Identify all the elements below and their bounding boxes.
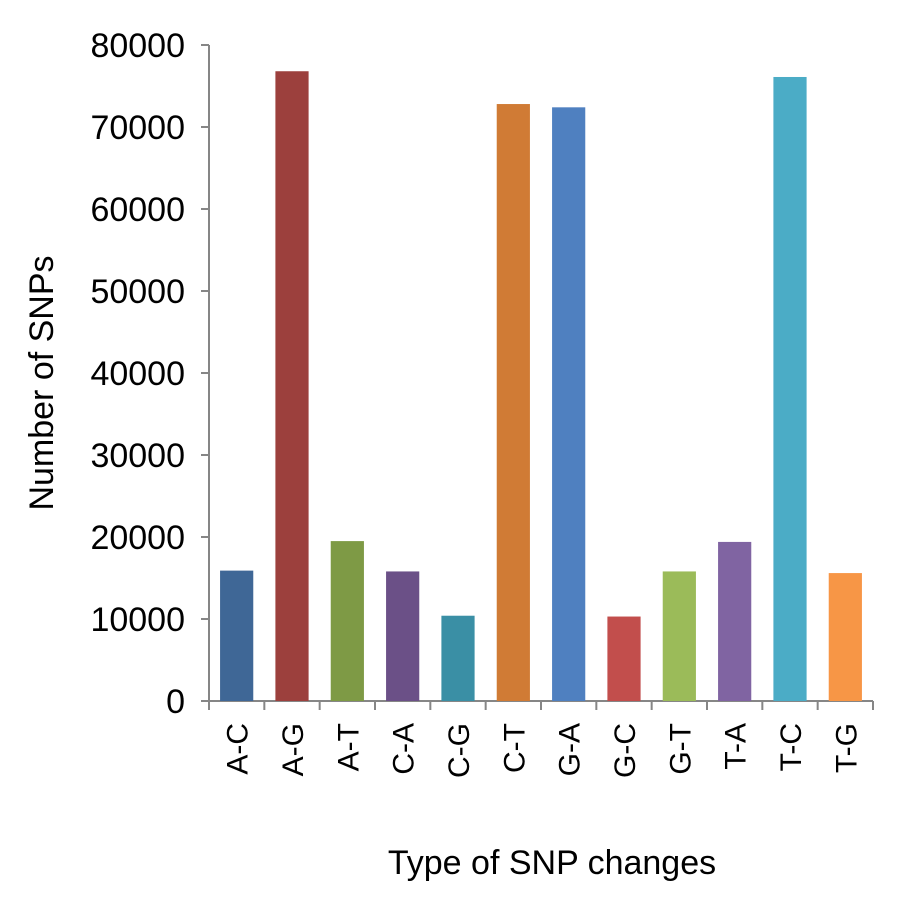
bars [220,71,862,702]
x-tick-label: T-G [830,723,863,773]
x-axis: A-C A-G A-T C-A C-G C-T G-A G-C G-T T-A T-C T-G [208,700,874,778]
y-axis-label: Number of SNPs [23,255,61,510]
y-tick-label: 30000 [90,437,185,475]
y-ticks: 0 10000 20000 30000 40000 50000 60000 70000 8000… [90,27,209,721]
y-tick-label: 10000 [90,601,185,639]
x-tick-label: G-C [609,723,642,778]
y-tick-label: 20000 [90,519,185,557]
x-tick-label: A-T [332,723,365,771]
bar-g-c [607,616,641,701]
bar-a-t [330,541,364,701]
y-axis: 0 10000 20000 30000 40000 50000 60000 70000 8000… [90,27,210,721]
y-tick-label: 60000 [90,191,185,229]
bar-t-g [828,573,862,701]
bar-g-t [662,571,696,701]
x-tick-label: C-A [388,723,421,775]
x-tick-label: A-C [222,723,255,775]
y-tick-label: 70000 [90,109,185,147]
x-tick-label: G-T [664,723,697,775]
y-tick-label: 80000 [90,27,185,65]
bar-a-c [220,570,254,701]
x-axis-label: Type of SNP changes [388,844,716,882]
x-tick-label: T-A [720,723,753,770]
bar-a-g [275,71,309,702]
x-tick-label: A-G [277,723,310,776]
bar-c-t [496,104,530,702]
bar-g-a [552,107,586,701]
x-tick-label: G-A [554,723,587,776]
x-tick-label: C-G [443,723,476,778]
x-ticks: A-C A-G A-T C-A C-G C-T G-A G-C G-T T-A T-C T-G [208,701,874,778]
bar-t-a [718,541,752,701]
x-tick-label: T-C [775,723,808,771]
y-tick-label: 0 [166,683,185,721]
y-tick-label: 50000 [90,273,185,311]
bar-c-a [386,571,420,701]
y-tick-label: 40000 [90,355,185,393]
bar-c-g [441,615,475,701]
bar-t-c [773,76,807,702]
x-tick-label: C-T [498,723,531,773]
